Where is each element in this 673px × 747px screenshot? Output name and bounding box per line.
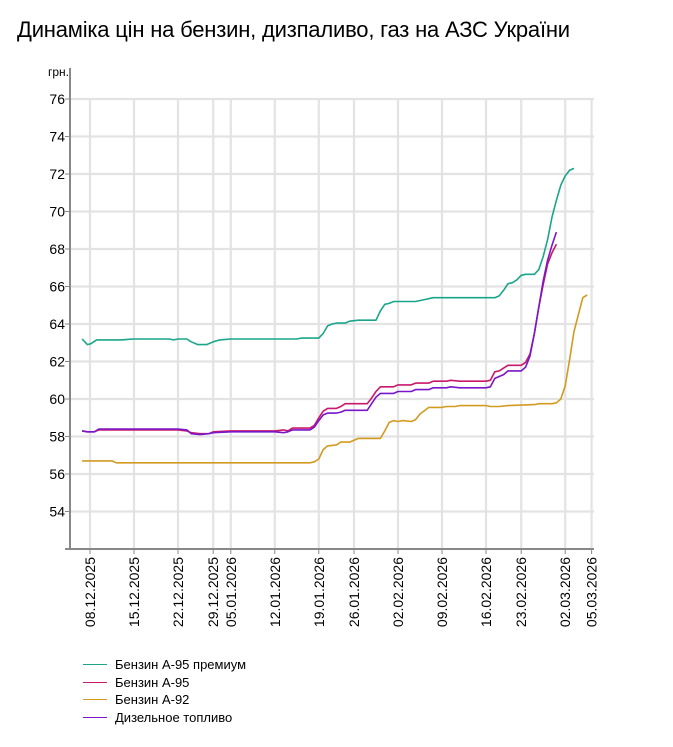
x-tick-label: 02.02.2026 (390, 557, 406, 627)
legend-swatch (83, 699, 107, 701)
x-tick-label: 05.03.2026 (584, 557, 600, 627)
y-tick-label: 56 (49, 466, 65, 482)
x-tick-label: 29.12.2025 (205, 557, 221, 627)
y-tick-label: 66 (49, 279, 65, 295)
x-tick-label: 05.01.2026 (223, 557, 239, 627)
chart-title: Динаміка цін на бензин, дизпаливо, газ н… (17, 17, 570, 42)
x-tick-label: 22.12.2025 (170, 557, 186, 627)
series-line-1 (81, 243, 558, 435)
y-tick-label: 74 (49, 129, 65, 145)
y-tick-label: 60 (49, 391, 65, 407)
x-tick-label: 15.12.2025 (126, 557, 142, 627)
legend-item: Бензин А-95 премиум (83, 656, 246, 674)
x-tick-label: 02.03.2026 (557, 557, 573, 627)
legend-item: Бензин А-95 (83, 674, 246, 692)
y-tick-label: 72 (49, 166, 65, 182)
x-tick-label: 09.02.2026 (434, 557, 450, 627)
x-tick-label: 12.01.2026 (267, 557, 283, 627)
legend-swatch (83, 664, 107, 666)
series-line-2 (82, 294, 588, 464)
legend-label: Бензин А-95 премиум (115, 657, 247, 672)
y-tick-label: 54 (49, 504, 65, 520)
series-line-0 (81, 167, 575, 346)
x-tick-label: 26.01.2026 (346, 557, 362, 627)
y-axis: 54 56 58 60 62 64 66 68 70 72 74 76 грн. (48, 65, 71, 549)
legend-label: Бензин А-92 (115, 692, 190, 707)
legend-label: Бензин А-95 (115, 674, 190, 690)
y-tick-label: 58 (49, 429, 65, 445)
legend-swatch (83, 681, 107, 683)
x-tick-label: 23.02.2026 (513, 557, 529, 627)
x-tick-label: 19.01.2026 (311, 557, 327, 627)
series-lines (81, 167, 588, 464)
y-tick-label: 64 (49, 316, 65, 332)
legend-label: Дизельное топливо (115, 709, 233, 725)
legend-item: Бензин А-92 (83, 691, 246, 709)
y-tick-label: 70 (49, 204, 65, 220)
y-tick-label: 68 (49, 241, 65, 257)
x-axis: 08.12.2025 15.12.2025 22.12.2025 29.12.2025… (65, 548, 600, 627)
grid-lines (70, 97, 594, 549)
line-chart: 54 56 58 60 62 64 66 68 70 72 74 76 грн. 08.12.2025 1… (48, 65, 600, 627)
x-tick-label: 16.02.2026 (478, 557, 494, 627)
legend: Бензин А-95 премиум Бензин А-95 Бензин А-9… (83, 656, 246, 726)
legend-swatch (83, 716, 107, 718)
x-tick-label: 08.12.2025 (82, 557, 98, 627)
series-line-3 (81, 231, 558, 436)
y-tick-label: 76 (49, 91, 65, 107)
legend-item: Дизельное топливо (83, 709, 246, 727)
y-axis-label: грн. (48, 65, 69, 79)
y-tick-label: 62 (49, 354, 65, 370)
